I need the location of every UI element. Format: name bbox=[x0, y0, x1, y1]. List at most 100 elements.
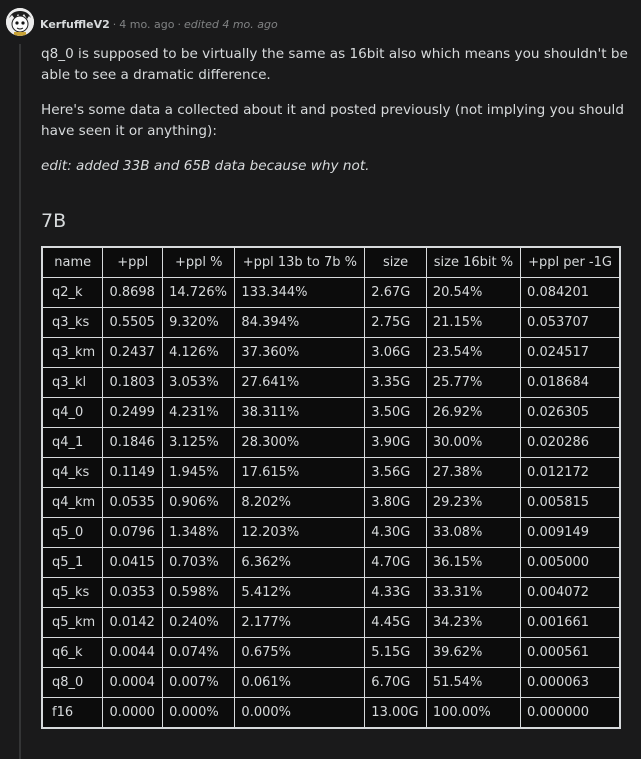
table-cell: 0.240% bbox=[162, 607, 236, 638]
table-cell: 17.615% bbox=[234, 457, 366, 488]
table-row: q5_ks 0.0353 0.598% 5.412% 4.33G 33.31% 0.0040… bbox=[41, 577, 621, 608]
table-cell: 3.90G bbox=[364, 427, 427, 458]
table-row: q5_km 0.0142 0.240% 2.177% 4.45G 34.23% 0.0016… bbox=[41, 607, 621, 638]
table-cell: 2.75G bbox=[364, 307, 427, 338]
table-cell: 0.024517 bbox=[520, 337, 621, 368]
table-cell: 0.000561 bbox=[520, 637, 621, 668]
table-cell: 0.906% bbox=[162, 487, 236, 518]
table-cell: q2_k bbox=[41, 277, 104, 308]
table-cell: 5.412% bbox=[234, 577, 366, 608]
table-cell: q3_kl bbox=[41, 367, 104, 398]
table-cell: 0.000% bbox=[234, 697, 366, 729]
column-header: +ppl 13b to 7b % bbox=[234, 246, 366, 278]
column-header: +ppl per -1G bbox=[520, 246, 621, 278]
table-cell: 1.348% bbox=[162, 517, 236, 548]
edited-timestamp: edited 4 mo. ago bbox=[183, 18, 278, 31]
table-cell: 23.54% bbox=[425, 337, 522, 368]
table-cell: 9.320% bbox=[162, 307, 236, 338]
table-cell: 0.0535 bbox=[102, 487, 164, 518]
table-row: f16 0.0000 0.000% 0.000% 13.00G 100.00% 0.0000… bbox=[41, 697, 621, 729]
table-cell: 0.1846 bbox=[102, 427, 164, 458]
table-cell: 20.54% bbox=[425, 277, 522, 308]
thread-line[interactable] bbox=[19, 44, 21, 759]
table-cell: 29.23% bbox=[425, 487, 522, 518]
table-cell: 0.004072 bbox=[520, 577, 621, 608]
table-cell: 0.026305 bbox=[520, 397, 621, 428]
table-cell: 0.0044 bbox=[102, 637, 164, 668]
table-row: q3_ks 0.5505 9.320% 84.394% 2.75G 21.15% 0.053… bbox=[41, 307, 621, 338]
data-table: name +ppl +ppl % +ppl 13b to 7b % size s… bbox=[41, 246, 621, 729]
comment-paragraph: Here's some data a collected about it an… bbox=[41, 102, 624, 139]
table-cell: 0.5505 bbox=[102, 307, 164, 338]
table-cell: 4.33G bbox=[364, 577, 427, 608]
table-cell: 4.231% bbox=[162, 397, 236, 428]
table-cell: 0.0142 bbox=[102, 607, 164, 638]
table-cell: 3.50G bbox=[364, 397, 427, 428]
avatar-icon[interactable] bbox=[6, 8, 34, 36]
table-cell: 0.005000 bbox=[520, 547, 621, 578]
table-cell: 0.2499 bbox=[102, 397, 164, 428]
table-cell: 14.726% bbox=[162, 277, 236, 308]
table-cell: 0.1803 bbox=[102, 367, 164, 398]
table-cell: 3.56G bbox=[364, 457, 427, 488]
table-cell: 28.300% bbox=[234, 427, 366, 458]
table-cell: 8.202% bbox=[234, 487, 366, 518]
table-cell: 3.125% bbox=[162, 427, 236, 458]
table-cell: q4_ks bbox=[41, 457, 104, 488]
comment-meta: KerfuffleV2 · 4 mo. ago · edited 4 mo. ago bbox=[40, 18, 278, 31]
table-cell: 4.126% bbox=[162, 337, 236, 368]
table-row: q4_km 0.0535 0.906% 8.202% 3.80G 29.23% 0.0058… bbox=[41, 487, 621, 518]
table-cell: 3.80G bbox=[364, 487, 427, 518]
table-cell: 1.945% bbox=[162, 457, 236, 488]
table-cell: 38.311% bbox=[234, 397, 366, 428]
table-cell: 26.92% bbox=[425, 397, 522, 428]
table-cell: 34.23% bbox=[425, 607, 522, 638]
table-cell: 51.54% bbox=[425, 667, 522, 698]
table-cell: 0.001661 bbox=[520, 607, 621, 638]
table-cell: f16 bbox=[41, 697, 104, 729]
table-cell: 4.45G bbox=[364, 607, 427, 638]
table-row: q5_1 0.0415 0.703% 6.362% 4.70G 36.15% 0.00500… bbox=[41, 547, 621, 578]
table-cell: 100.00% bbox=[425, 697, 522, 729]
table-header-row: name +ppl +ppl % +ppl 13b to 7b % size s… bbox=[41, 246, 621, 278]
table-cell: 4.30G bbox=[364, 517, 427, 548]
table-row: q4_0 0.2499 4.231% 38.311% 3.50G 26.92% 0.0263… bbox=[41, 397, 621, 428]
table-cell: 3.35G bbox=[364, 367, 427, 398]
table-cell: 0.018684 bbox=[520, 367, 621, 398]
table-cell: 3.06G bbox=[364, 337, 427, 368]
table-cell: 0.074% bbox=[162, 637, 236, 668]
table-cell: 30.00% bbox=[425, 427, 522, 458]
comment-body: q8_0 is supposed to be virtually the sam… bbox=[41, 44, 636, 191]
comment-paragraph: q8_0 is supposed to be virtually the sam… bbox=[41, 46, 628, 83]
table-cell: 0.0796 bbox=[102, 517, 164, 548]
table-row: q8_0 0.0004 0.007% 0.061% 6.70G 51.54% 0.00006… bbox=[41, 667, 621, 698]
table-cell: 36.15% bbox=[425, 547, 522, 578]
table-cell: 0.8698 bbox=[102, 277, 164, 308]
comment-timestamp[interactable]: 4 mo. ago bbox=[119, 18, 175, 31]
table-cell: 39.62% bbox=[425, 637, 522, 668]
table-cell: 0.1149 bbox=[102, 457, 164, 488]
table-row: q5_0 0.0796 1.348% 12.203% 4.30G 33.08% 0.0091… bbox=[41, 517, 621, 548]
column-header: size 16bit % bbox=[425, 246, 522, 278]
table-cell: 0.0353 bbox=[102, 577, 164, 608]
table-cell: 6.362% bbox=[234, 547, 366, 578]
table-cell: 5.15G bbox=[364, 637, 427, 668]
section-heading: 7B bbox=[41, 210, 67, 232]
table-cell: q3_km bbox=[41, 337, 104, 368]
table-cell: 0.0000 bbox=[102, 697, 164, 729]
table-cell: 0.007% bbox=[162, 667, 236, 698]
table-cell: 2.177% bbox=[234, 607, 366, 638]
table-cell: 2.67G bbox=[364, 277, 427, 308]
column-header: +ppl bbox=[102, 246, 164, 278]
username-link[interactable]: KerfuffleV2 bbox=[40, 18, 110, 31]
table-cell: 12.203% bbox=[234, 517, 366, 548]
table-cell: 0.020286 bbox=[520, 427, 621, 458]
table-cell: q4_1 bbox=[41, 427, 104, 458]
table-cell: 13.00G bbox=[364, 697, 427, 729]
table-cell: 27.641% bbox=[234, 367, 366, 398]
table-cell: 0.000063 bbox=[520, 667, 621, 698]
table-cell: q6_k bbox=[41, 637, 104, 668]
table-cell: 0.012172 bbox=[520, 457, 621, 488]
column-header: size bbox=[364, 246, 427, 278]
